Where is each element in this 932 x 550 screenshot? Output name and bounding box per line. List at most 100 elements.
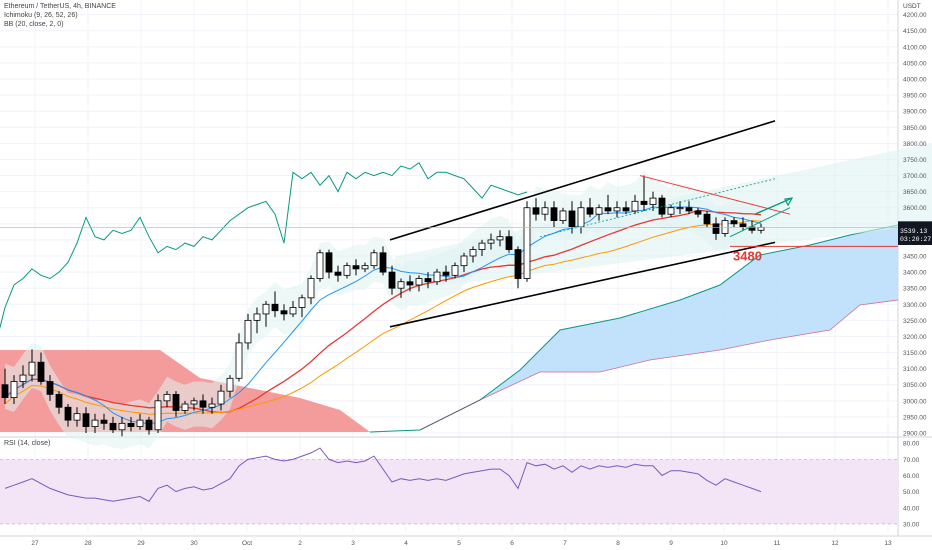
price-tick-label: 4150.00 bbox=[903, 28, 927, 35]
price-tick-label: 4200.00 bbox=[903, 12, 927, 19]
candle-body bbox=[46, 381, 54, 395]
candle bbox=[442, 265, 450, 282]
candle bbox=[100, 413, 108, 430]
candle-body bbox=[712, 223, 720, 234]
candle bbox=[460, 252, 468, 273]
time-tick-label: 6 bbox=[510, 540, 514, 547]
rsi-tick-label: 50.00 bbox=[903, 489, 920, 496]
candle bbox=[352, 259, 360, 276]
candle bbox=[370, 249, 378, 269]
candle-body bbox=[658, 197, 666, 215]
candle-body bbox=[343, 265, 351, 276]
candle-body bbox=[577, 207, 585, 228]
candle-body bbox=[19, 374, 27, 382]
candle bbox=[487, 233, 495, 250]
candles bbox=[1, 175, 765, 437]
channel-lower-line bbox=[389, 241, 776, 328]
candle-body bbox=[163, 393, 171, 402]
candle-body bbox=[451, 265, 459, 276]
candle-body bbox=[370, 252, 378, 267]
candle bbox=[694, 207, 702, 218]
time-tick-label: 5 bbox=[457, 540, 461, 547]
rsi-tick-label: 60.00 bbox=[903, 473, 920, 480]
candle bbox=[64, 404, 72, 427]
candle-body bbox=[352, 265, 360, 270]
candle-body bbox=[424, 278, 432, 283]
candle bbox=[604, 194, 612, 215]
time-tick-label: 28 bbox=[84, 540, 92, 547]
candle-body bbox=[739, 223, 747, 228]
candle-body bbox=[757, 226, 765, 231]
price-tick-label: 3400.00 bbox=[903, 270, 927, 277]
candle bbox=[46, 375, 54, 401]
support-level-label: 3480 bbox=[733, 248, 762, 263]
time-tick-label: 9 bbox=[669, 540, 673, 547]
candle bbox=[703, 210, 711, 228]
candle-body bbox=[631, 200, 639, 212]
candle bbox=[514, 246, 522, 289]
candle bbox=[163, 391, 171, 408]
candle bbox=[433, 268, 441, 285]
ichimoku-base-line bbox=[4, 219, 762, 415]
senkou-span-b bbox=[419, 299, 899, 431]
candle-body bbox=[190, 400, 198, 405]
candle bbox=[271, 291, 279, 318]
bollinger-basis-line bbox=[4, 209, 762, 414]
candle bbox=[190, 397, 198, 411]
candle bbox=[325, 249, 333, 279]
candle-body bbox=[181, 403, 189, 411]
candle bbox=[235, 333, 243, 382]
candle-body bbox=[298, 297, 306, 308]
legend-ichimoku: Ichimoku (9, 26, 52, 26) bbox=[4, 12, 78, 19]
price-tick-label: 3350.00 bbox=[903, 286, 927, 293]
candle-body bbox=[667, 207, 675, 215]
candle bbox=[199, 394, 207, 414]
candle-body bbox=[244, 319, 252, 344]
legend-rsi: RSI (14, close) bbox=[4, 440, 51, 447]
candle-body bbox=[136, 419, 144, 427]
candle-body bbox=[586, 207, 594, 215]
candle bbox=[262, 301, 270, 327]
candle-body bbox=[73, 413, 81, 421]
candle-body bbox=[496, 236, 504, 241]
time-tick-label: 10 bbox=[720, 540, 728, 547]
candle-body bbox=[145, 419, 153, 431]
candle bbox=[595, 204, 603, 221]
candle bbox=[28, 349, 36, 382]
candle bbox=[127, 416, 135, 432]
price-tick-label: 3200.00 bbox=[903, 334, 927, 341]
price-tick-label: 2950.00 bbox=[903, 414, 927, 421]
candle-body bbox=[172, 393, 180, 411]
price-tick-label: 3450.00 bbox=[903, 254, 927, 261]
candle-body bbox=[127, 422, 135, 427]
time-tick-label: 4 bbox=[404, 540, 408, 547]
price-tick-label: 3600.00 bbox=[903, 205, 927, 212]
legend-symbol: Ethereum / TetherUS, 4h, BINANCE bbox=[4, 3, 116, 10]
candle bbox=[244, 313, 252, 350]
time-tick-label: 7 bbox=[563, 540, 567, 547]
candle-body bbox=[307, 278, 315, 299]
candle bbox=[361, 262, 369, 273]
candle bbox=[559, 207, 567, 224]
price-tick-label: 3900.00 bbox=[903, 109, 927, 116]
candle-body bbox=[703, 213, 711, 225]
candle-body bbox=[406, 281, 414, 286]
candle bbox=[208, 397, 216, 414]
candle bbox=[289, 301, 297, 318]
candle bbox=[586, 198, 594, 218]
price-tick-label: 3850.00 bbox=[903, 125, 927, 132]
candle bbox=[550, 201, 558, 228]
candle bbox=[613, 201, 621, 218]
candle bbox=[55, 391, 63, 414]
price-tick-label: 4100.00 bbox=[903, 44, 927, 51]
time-tick-label: 11 bbox=[774, 540, 781, 547]
candle-body bbox=[10, 381, 18, 399]
candle bbox=[73, 407, 81, 427]
candle-body bbox=[280, 310, 288, 315]
candle-body bbox=[109, 422, 117, 431]
candle bbox=[658, 194, 666, 218]
candle bbox=[730, 217, 738, 228]
time-tick-label: 27 bbox=[31, 540, 39, 547]
time-tick-label: 30 bbox=[190, 540, 198, 547]
